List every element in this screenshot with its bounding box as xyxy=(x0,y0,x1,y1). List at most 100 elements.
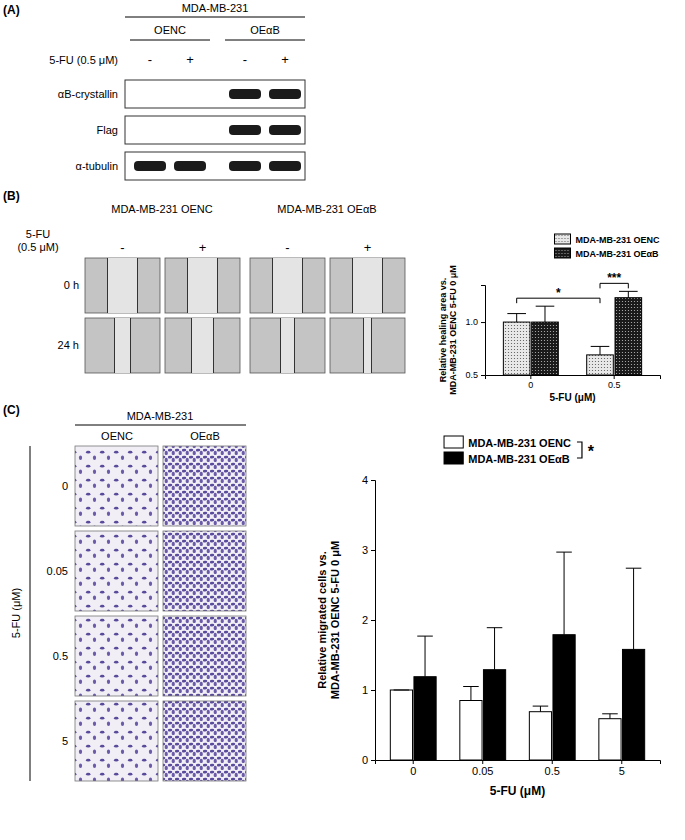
group-rule xyxy=(130,40,210,41)
x-tick-mark xyxy=(614,375,615,379)
x-axis: 00.050.55 xyxy=(376,760,661,777)
y-tick: 1 xyxy=(362,684,375,696)
micrograph xyxy=(75,446,158,526)
row-label: 0 h xyxy=(64,279,79,291)
wound-edge xyxy=(130,318,131,373)
error-bar xyxy=(463,687,479,701)
y-tick-label: 0 xyxy=(362,754,368,766)
row-label: Flag xyxy=(97,124,118,136)
wound-edge xyxy=(371,318,372,373)
row-label: 5 xyxy=(62,735,68,747)
x-tick-label: 0 xyxy=(528,380,533,390)
micrograph xyxy=(165,318,240,373)
wound-edge xyxy=(272,258,273,313)
x-tick: 0.05 xyxy=(472,760,493,777)
legend-swatch xyxy=(444,436,463,448)
error-bar xyxy=(626,568,642,649)
wound-gap xyxy=(192,318,214,373)
bar-chart: 0123400.050.555-FU (μM)Relative migrated… xyxy=(316,436,661,798)
lane-label: - xyxy=(243,52,247,67)
y-tick-mark xyxy=(371,550,375,551)
y-tick: 4 xyxy=(362,474,375,486)
error-bar xyxy=(591,346,610,354)
wound-gap xyxy=(281,318,295,373)
y-axis-line xyxy=(481,286,486,376)
micrograph xyxy=(75,616,158,696)
micrograph xyxy=(75,531,158,611)
blot-band xyxy=(174,161,206,171)
error-cap xyxy=(417,636,433,637)
x-tick-label: 0.05 xyxy=(472,765,493,777)
cell-line-header: MDA-MB-231 xyxy=(182,2,249,14)
x-tick-label: 0 xyxy=(410,765,416,777)
wound-gap xyxy=(188,258,218,313)
legend: MDA-MB-231 OENCMDA-MB-231 OEαB xyxy=(554,234,660,259)
x-tick-mark xyxy=(482,760,483,764)
bar-chart: 0.51.000.55-FU (μM)Relative healing area… xyxy=(438,234,661,403)
legend-label: MDA-MB-231 OEαB xyxy=(575,249,659,259)
blot-band xyxy=(134,161,166,171)
micrograph xyxy=(163,531,246,611)
plot-area xyxy=(390,552,644,760)
x-axis-line xyxy=(486,376,661,380)
blot-strip xyxy=(125,152,305,180)
y-tick-mark xyxy=(481,322,485,323)
wound-edge xyxy=(213,318,214,373)
error-cap xyxy=(487,627,503,628)
error-stem xyxy=(425,636,426,677)
error-bar xyxy=(394,690,410,691)
treatment-label: (0.5 μM) xyxy=(17,241,58,253)
x-axis-title: 5-FU (μM) xyxy=(549,392,595,403)
error-cap xyxy=(626,568,642,569)
error-cap xyxy=(394,690,410,691)
blot-band xyxy=(269,89,301,99)
micrograph xyxy=(75,701,158,781)
figure: (A)(B)(C)MDA-MB-231OENCOEαB5-FU (0.5 μM)… xyxy=(0,0,685,840)
legend-label: MDA-MB-231 OEαB xyxy=(468,453,570,465)
wound-edge xyxy=(382,258,383,313)
panel-label: (C) xyxy=(3,403,20,417)
wound-edge xyxy=(191,318,192,373)
row-label: 24 h xyxy=(58,339,79,351)
blot-band xyxy=(229,161,261,171)
bar xyxy=(622,649,644,760)
error-bar xyxy=(619,291,638,297)
error-cap xyxy=(591,346,610,347)
x-tick-label: 0.5 xyxy=(608,380,621,390)
y-axis-line xyxy=(371,481,376,761)
micrograph xyxy=(163,616,246,696)
cell-line-header: MDA-MB-231 xyxy=(127,410,194,422)
wound-edge xyxy=(352,258,353,313)
header-rule xyxy=(75,425,246,426)
y-tick: 0.5 xyxy=(465,370,485,380)
error-cap xyxy=(619,291,638,292)
micrograph xyxy=(163,446,246,526)
wound-edge xyxy=(294,318,295,373)
wound-gap xyxy=(108,258,138,313)
x-tick-mark xyxy=(413,760,414,764)
significance-label: * xyxy=(588,443,595,460)
error-stem xyxy=(609,714,610,719)
wound-edge xyxy=(187,258,188,313)
blot-strip xyxy=(125,116,305,144)
bar xyxy=(587,355,614,375)
error-cap xyxy=(536,306,555,307)
wound-edge xyxy=(107,258,108,313)
x-tick-label: 5 xyxy=(619,765,625,777)
micrograph xyxy=(165,258,240,313)
row-label: α-tubulin xyxy=(76,160,118,172)
group-header: OENC xyxy=(154,24,186,36)
wound-edge xyxy=(280,318,281,373)
legend: MDA-MB-231 OENCMDA-MB-231 OEαB* xyxy=(444,436,595,465)
wound-edge xyxy=(217,258,218,313)
y-tick-mark xyxy=(481,375,485,376)
error-bar xyxy=(417,636,433,677)
x-tick: 0.5 xyxy=(608,375,621,390)
lane-label: - xyxy=(120,240,124,255)
wound-images: MDA-MB-231 OENCMDA-MB-231 OEαB5-FU(0.5 μ… xyxy=(17,203,405,373)
error-bar xyxy=(507,314,526,322)
y-tick-label: 4 xyxy=(362,474,368,486)
blot-band xyxy=(229,125,261,135)
error-bar xyxy=(487,628,503,670)
bar xyxy=(553,635,575,760)
